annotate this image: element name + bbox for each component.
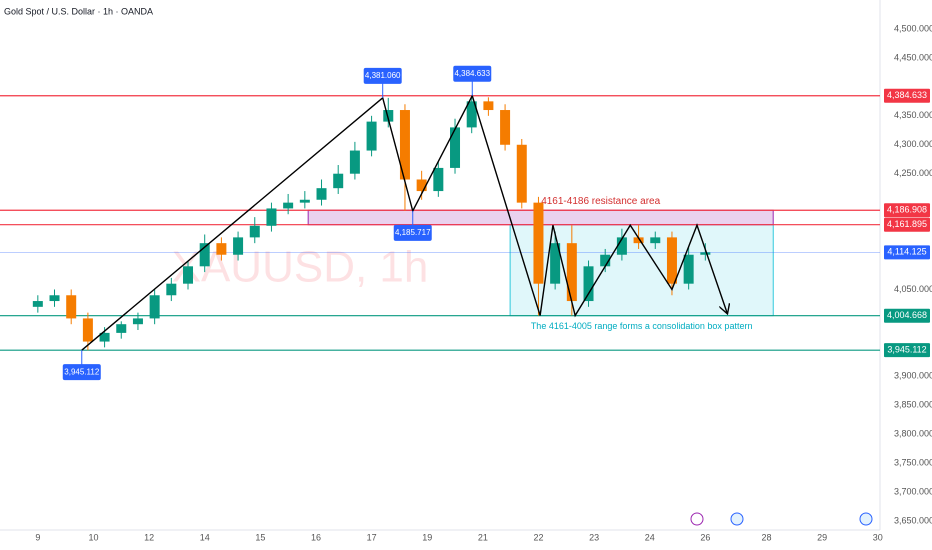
watermark: XAUUSD, 1h: [172, 243, 429, 292]
x-tick-label: 19: [422, 532, 432, 542]
candle-body: [316, 188, 327, 200]
callout-box: [393, 224, 432, 241]
price-tag: [884, 308, 930, 323]
event-icon: [859, 512, 873, 526]
event-icon: [690, 512, 704, 526]
candle-body: [166, 283, 177, 296]
x-tick-label: 29: [817, 532, 827, 542]
x-tick-label: 14: [200, 532, 210, 542]
pattern-line: [81, 93, 727, 351]
x-tick-label: 9: [35, 532, 40, 542]
price-tag-label: 4,114.125: [887, 247, 926, 257]
price-tag: [884, 217, 930, 232]
callout-box: [363, 67, 402, 84]
candle-body: [233, 237, 244, 255]
y-tick-label: 4,300.000: [894, 139, 932, 149]
price-tag-label: 3,945.112: [887, 345, 926, 355]
candle-body: [149, 295, 160, 319]
candle-body: [650, 237, 661, 244]
candle-body: [399, 110, 410, 180]
candle-body: [550, 243, 561, 284]
y-tick-label: 4,250.000: [894, 168, 932, 178]
candle-body: [199, 243, 210, 267]
candle-body: [633, 237, 644, 244]
candle-body: [666, 237, 677, 284]
y-tick-label: 4,350.000: [894, 110, 932, 120]
candle-body: [266, 208, 277, 226]
x-tick-label: 26: [700, 532, 710, 542]
candle-body: [416, 179, 427, 192]
callout-box: [453, 65, 492, 82]
y-tick-label: 4,500.000: [894, 23, 932, 33]
callout-label: 3,945.112: [64, 367, 100, 376]
x-tick-label: 16: [311, 532, 321, 542]
y-tick-label: 3,700.000: [894, 486, 932, 496]
event-icon: [730, 512, 744, 526]
chart-title: Gold Spot / U.S. Dollar · 1h · OANDA: [4, 6, 153, 16]
price-tag-label: 4,186.908: [887, 205, 927, 215]
y-tick-label: 4,450.000: [894, 52, 932, 62]
candle-body: [683, 254, 694, 284]
candle-body: [183, 266, 194, 284]
zone-label: 4161-4186 resistance area: [541, 196, 660, 207]
candle-body: [600, 254, 611, 267]
candle-body: [99, 332, 110, 342]
y-tick-label: 3,850.000: [894, 400, 932, 410]
candle-body: [700, 252, 711, 255]
x-tick-label: 22: [533, 532, 543, 542]
candle-body: [333, 173, 344, 189]
callout-label: 4,384.633: [454, 69, 490, 78]
x-tick-label: 23: [589, 532, 599, 542]
candle-body: [249, 225, 260, 238]
x-tick-label: 12: [144, 532, 154, 542]
y-tick-label: 3,900.000: [894, 371, 932, 381]
candle-body: [349, 150, 360, 174]
x-tick-label: 28: [762, 532, 772, 542]
candle-body: [483, 101, 494, 111]
candle-body: [216, 243, 227, 255]
candle-body: [616, 237, 627, 255]
candle-body: [533, 202, 544, 284]
price-tag-label: 4,161.895: [887, 219, 927, 229]
y-tick-label: 3,750.000: [894, 457, 932, 467]
y-tick-label: 3,800.000: [894, 429, 932, 439]
x-tick-label: 21: [478, 532, 488, 542]
price-tag-label: 4,004.668: [887, 310, 927, 320]
candle-body: [66, 295, 77, 319]
candle-body: [366, 121, 377, 151]
x-tick-label: 17: [367, 532, 377, 542]
x-tick-label: 10: [88, 532, 98, 542]
price-tag: [884, 88, 930, 103]
price-tag-label: 4,384.633: [887, 90, 927, 100]
candle-body: [450, 127, 461, 168]
x-tick-label: 30: [873, 532, 883, 542]
candle-body: [500, 110, 511, 145]
candle-body: [82, 318, 93, 342]
candle-body: [383, 110, 394, 122]
candle-body: [299, 199, 310, 203]
box-label: The 4161-4005 range forms a consolidatio…: [531, 321, 753, 331]
candle-body: [116, 324, 127, 333]
candle-body: [49, 295, 60, 302]
x-tick-label: 24: [645, 532, 655, 542]
x-tick-label: 15: [255, 532, 265, 542]
candle-body: [583, 266, 594, 302]
callout-box: [62, 364, 101, 381]
candle-body: [466, 101, 477, 128]
candle-body: [283, 202, 294, 209]
y-tick-label: 4,050.000: [894, 284, 932, 294]
candle-body: [516, 144, 527, 203]
candle-body: [132, 318, 143, 325]
price-tag: [884, 203, 930, 218]
price-tag: [884, 245, 930, 260]
price-tag: [884, 343, 930, 358]
callout-label: 4,185.717: [395, 228, 431, 237]
callout-label: 4,381.060: [365, 71, 401, 80]
y-tick-label: 3,650.000: [894, 515, 932, 525]
candle-body: [566, 243, 577, 302]
candle-body: [433, 167, 444, 192]
candle-body: [32, 301, 43, 307]
